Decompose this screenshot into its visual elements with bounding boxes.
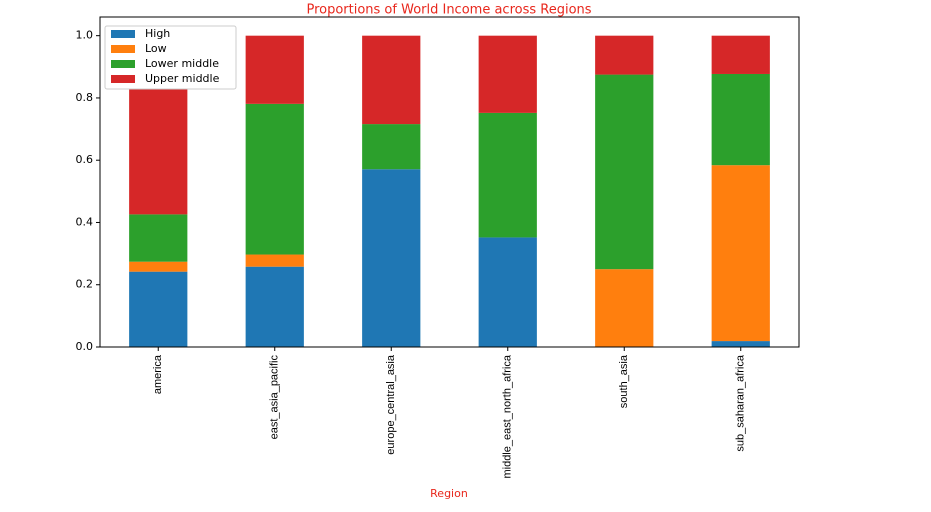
- x-tick-label: south_asia: [618, 354, 630, 408]
- bar-segment: [595, 74, 654, 270]
- bar-segment: [245, 266, 304, 347]
- legend-label: High: [145, 27, 170, 40]
- legend-swatch: [111, 60, 135, 68]
- y-tick-label: 0.4: [76, 215, 94, 228]
- bar-segment: [478, 35, 537, 113]
- legend-swatch: [111, 45, 135, 53]
- x-axis-label: Region: [430, 487, 468, 500]
- bar-segment: [362, 124, 421, 170]
- y-tick-label: 0.2: [76, 278, 94, 291]
- bar-segment: [711, 165, 770, 342]
- bar-segment: [362, 169, 421, 347]
- y-tick-label: 1.0: [76, 29, 94, 42]
- bar-segment: [129, 261, 188, 272]
- legend-label: Lower middle: [145, 57, 219, 70]
- bar-segment: [245, 103, 304, 255]
- bar-segment: [711, 341, 770, 347]
- legend-label: Upper middle: [145, 72, 220, 85]
- bar-segment: [245, 35, 304, 104]
- bar-segment: [478, 237, 537, 347]
- y-tick-label: 0.0: [76, 340, 94, 353]
- y-tick-label: 0.8: [76, 91, 94, 104]
- legend-box: [104, 25, 237, 90]
- legend-swatch: [111, 30, 135, 38]
- legend-label: Low: [145, 42, 167, 55]
- plot-frame: [99, 16, 800, 348]
- x-tick-label: east_asia_pacific: [269, 355, 281, 440]
- x-tick-label: europe_central_asia: [385, 354, 397, 455]
- bar-segment: [595, 35, 654, 75]
- bar-segment: [711, 35, 770, 74]
- legend-swatch: [111, 75, 135, 83]
- bar-segment: [595, 269, 654, 347]
- legend: High Low Lower middle Upper middle: [104, 25, 237, 90]
- y-tick-label: 0.6: [76, 153, 94, 166]
- bar-segment: [711, 73, 770, 166]
- bar-segment: [129, 214, 188, 262]
- bar-segment: [362, 35, 421, 125]
- x-tick-label: america: [152, 354, 164, 394]
- bar-segment: [478, 112, 537, 238]
- bar-segment: [245, 254, 304, 267]
- x-tick-label: middle_east_north_africa: [502, 354, 514, 478]
- bar-segment: [129, 271, 188, 347]
- chart-title: Proportions of World Income across Regio…: [306, 3, 591, 18]
- x-tick-label: sub_saharan_africa: [735, 354, 747, 452]
